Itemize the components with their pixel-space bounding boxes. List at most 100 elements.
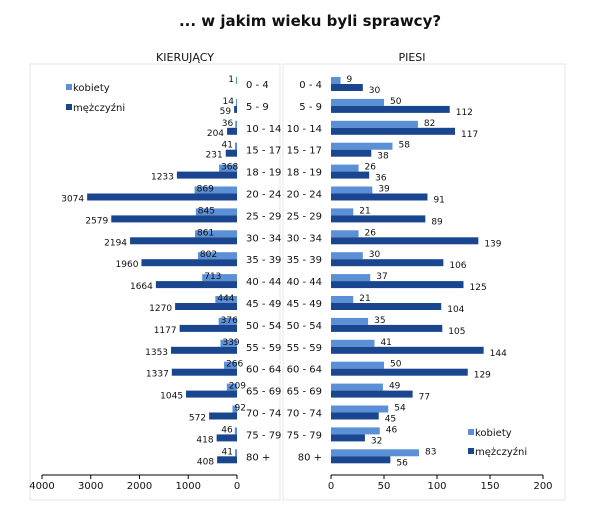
data-label-kobiety: 30	[369, 250, 381, 260]
data-label-kobiety: 54	[394, 404, 406, 414]
data-label-mezczyzni: 1664	[130, 282, 153, 292]
data-label-mezczyzni: 408	[197, 457, 214, 467]
bar-mezczyzni	[331, 149, 372, 157]
bar-mezczyzni	[331, 171, 370, 179]
bar-kobiety	[234, 427, 237, 435]
category-label: 40 - 44	[287, 277, 322, 288]
bar-kobiety	[331, 98, 384, 106]
bar-mezczyzni	[227, 127, 237, 135]
legend-swatch-kobiety	[66, 84, 72, 90]
legend-swatch-mezczyzni	[66, 104, 72, 110]
bar-mezczyzni	[171, 368, 237, 376]
bar-kobiety	[331, 77, 341, 84]
category-label: 65 - 69	[246, 387, 281, 398]
bar-kobiety	[331, 274, 371, 282]
data-label-kobiety: 50	[390, 97, 402, 107]
category-label: 18 - 19	[287, 168, 322, 179]
bar-mezczyzni	[331, 237, 479, 245]
bar-mezczyzni	[331, 368, 468, 376]
bar-kobiety	[331, 427, 380, 435]
legend-label-mezczyzni: mężczyźni	[475, 446, 527, 458]
bar-mezczyzni	[331, 193, 428, 201]
bar-kobiety	[215, 296, 237, 303]
category-label: 50 - 54	[287, 321, 322, 332]
bar-kobiety	[331, 361, 384, 369]
bar-kobiety	[220, 339, 237, 347]
bar-kobiety	[202, 274, 237, 282]
bar-kobiety	[331, 317, 369, 325]
category-label: 70 - 74	[287, 409, 322, 420]
data-label-mezczyzni: 572	[189, 414, 206, 424]
data-label-mezczyzni: 117	[461, 130, 478, 140]
data-label-mezczyzni: 2194	[104, 238, 127, 248]
data-label-kobiety: 36	[222, 119, 234, 129]
category-label: 35 - 39	[246, 255, 281, 266]
data-label-mezczyzni: 144	[490, 349, 507, 359]
data-label-kobiety: 861	[197, 228, 214, 238]
data-label-kobiety: 35	[374, 316, 385, 326]
x-tick-label: 50	[378, 481, 391, 492]
data-label-kobiety: 713	[204, 272, 221, 282]
bar-mezczyzni	[216, 434, 237, 442]
data-label-kobiety: 209	[229, 382, 246, 392]
category-label: 5 - 9	[299, 102, 322, 113]
category-label: 20 - 24	[246, 190, 281, 201]
data-label-kobiety: 802	[200, 250, 217, 260]
data-label-mezczyzni: 418	[196, 435, 213, 445]
bar-kobiety	[219, 164, 237, 172]
data-label-kobiety: 41	[380, 338, 391, 348]
data-label-kobiety: 41	[222, 447, 233, 457]
category-label: 10 - 14	[246, 124, 281, 135]
category-label: 15 - 17	[246, 146, 281, 157]
category-label: 50 - 54	[246, 321, 281, 332]
bar-kobiety	[197, 252, 237, 260]
data-label-mezczyzni: 231	[206, 151, 223, 161]
data-label-mezczyzni: 89	[431, 217, 443, 227]
bar-kobiety	[226, 383, 237, 391]
data-label-kobiety: 46	[221, 425, 233, 435]
category-label: 20 - 24	[287, 190, 322, 201]
data-label-kobiety: 82	[424, 119, 435, 129]
data-label-mezczyzni: 1353	[145, 348, 168, 358]
bar-mezczyzni	[331, 105, 450, 113]
bar-kobiety	[331, 405, 389, 413]
bar-kobiety	[218, 317, 237, 325]
data-label-kobiety: 845	[198, 206, 215, 216]
category-label: 55 - 59	[246, 343, 281, 354]
category-label: 70 - 74	[246, 409, 281, 420]
data-label-kobiety: 50	[390, 360, 402, 370]
bar-mezczyzni	[331, 303, 442, 310]
data-label-mezczyzni: 129	[474, 371, 491, 381]
data-label-kobiety: 21	[359, 206, 370, 216]
bar-mezczyzni	[179, 324, 237, 332]
x-tick-label: 150	[480, 481, 499, 492]
bar-kobiety	[331, 339, 375, 347]
bar-kobiety	[236, 98, 237, 106]
bar-kobiety	[331, 383, 383, 391]
bar-mezczyzni	[175, 303, 237, 310]
data-label-mezczyzni: 1337	[146, 370, 169, 380]
data-label-mezczyzni: 204	[207, 129, 224, 139]
category-label: 80 +	[246, 452, 270, 463]
x-tick-label: 0	[234, 481, 240, 492]
bar-mezczyzni	[217, 456, 237, 464]
category-label: 65 - 69	[287, 387, 322, 398]
data-label-kobiety: 58	[398, 141, 410, 151]
category-label: 5 - 9	[246, 102, 269, 113]
data-label-kobiety: 26	[365, 228, 377, 238]
bar-kobiety	[232, 405, 237, 413]
data-label-mezczyzni: 36	[375, 174, 387, 184]
data-label-mezczyzni: 1177	[154, 326, 177, 336]
bar-kobiety	[235, 120, 237, 128]
data-label-kobiety: 14	[223, 97, 235, 107]
data-label-kobiety: 368	[221, 163, 238, 173]
data-label-mezczyzni: 2579	[85, 216, 108, 226]
legend-swatch-mezczyzni	[468, 448, 474, 454]
bar-kobiety	[331, 449, 419, 457]
data-label-kobiety: 339	[222, 338, 239, 348]
data-label-mezczyzni: 112	[456, 108, 473, 118]
bar-mezczyzni	[331, 281, 464, 289]
bar-kobiety	[195, 230, 237, 238]
x-tick-label: 1000	[176, 481, 201, 492]
